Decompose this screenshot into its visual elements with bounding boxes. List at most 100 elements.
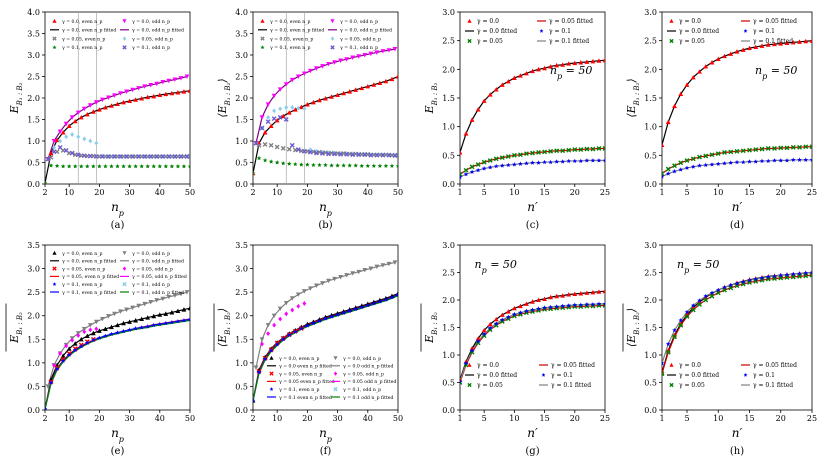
- y-tick-label: 3.5: [27, 241, 40, 250]
- data-point: [463, 131, 469, 136]
- x-tick-label: 20: [776, 414, 786, 423]
- data-point: [554, 159, 559, 164]
- data-point: [536, 66, 541, 72]
- data-point: [584, 303, 590, 309]
- annotation-sub: p: [762, 71, 767, 80]
- legend-label: γ = 0.0, odd n_p: [132, 251, 170, 257]
- annotation-value: = 50: [562, 64, 592, 77]
- data-point: [57, 129, 63, 134]
- data-point: [296, 105, 301, 111]
- data-point: [790, 39, 796, 45]
- data-point: [481, 333, 487, 339]
- data-point: [460, 379, 463, 384]
- legend-label: γ = 0.0, odd n_p fitted: [340, 28, 392, 34]
- plot-frame: [44, 244, 191, 411]
- data-point: [187, 305, 190, 311]
- data-point: [662, 371, 665, 377]
- data-point: [112, 93, 117, 98]
- y-tick-label: 1.5: [235, 116, 248, 125]
- x-tick-label: 20: [94, 188, 104, 197]
- data-point: [81, 153, 87, 159]
- data-point: [511, 75, 517, 80]
- data-point: [175, 318, 181, 324]
- y-tick-label: 4.0: [27, 8, 40, 17]
- data-point: [709, 162, 715, 167]
- data-point: [280, 145, 286, 151]
- data-point: [256, 155, 262, 161]
- data-point: [133, 326, 138, 331]
- data-point: [302, 106, 307, 112]
- data-point: [329, 314, 334, 319]
- data-point: [317, 318, 322, 323]
- data-point: [259, 115, 265, 120]
- data-point: [344, 151, 350, 157]
- data-point: [157, 92, 163, 98]
- legend-marker: [269, 387, 274, 391]
- legend-label: γ = 0.0, odd n_p: [343, 356, 381, 362]
- data-point: [323, 150, 328, 156]
- x-tick-label: 2: [42, 188, 47, 197]
- data-point: [703, 297, 709, 303]
- data-point: [395, 163, 398, 168]
- y-tick-label: 2.0: [442, 65, 455, 74]
- data-point: [259, 125, 265, 131]
- data-point: [678, 167, 684, 172]
- data-point: [584, 146, 590, 152]
- data-point: [109, 331, 114, 337]
- data-point: [389, 294, 395, 300]
- data-point: [662, 174, 665, 179]
- y-axis-label-text: ⟨EB₁ : B₂⟩: [625, 308, 641, 347]
- y-tick-label: 1.0: [442, 351, 455, 360]
- legend-marker: [52, 45, 57, 50]
- data-point: [797, 157, 802, 162]
- data-point: [365, 83, 371, 89]
- y-tick-label: 4.0: [235, 8, 248, 17]
- data-point: [136, 86, 142, 91]
- data-point: [772, 41, 777, 47]
- x-tick-label: 30: [124, 188, 134, 197]
- data-point: [747, 279, 752, 285]
- data-point: [60, 130, 66, 135]
- data-point: [341, 163, 346, 168]
- data-point: [307, 68, 313, 74]
- data-point: [178, 76, 184, 81]
- data-point: [178, 154, 184, 159]
- y-tick-label: 2.5: [644, 269, 657, 278]
- plot-area: [45, 290, 190, 410]
- x-tick-label: 20: [302, 188, 312, 197]
- data-point: [298, 104, 304, 110]
- data-point: [184, 74, 190, 79]
- data-point: [160, 80, 166, 85]
- data-point: [329, 94, 334, 99]
- y-axis-label: EB₁ : B₂: [423, 82, 439, 114]
- legend-label: γ = 0.05, even n_p: [270, 36, 313, 42]
- y-tick-label: 3.5: [27, 30, 40, 39]
- y-tick-label: 3.0: [235, 265, 248, 274]
- data-point: [715, 151, 721, 157]
- data-point: [99, 97, 105, 103]
- legend-label: γ = 0.1: [753, 372, 775, 379]
- data-point: [280, 113, 286, 119]
- x-tick-label: 25: [600, 188, 610, 197]
- data-point: [151, 93, 157, 99]
- data-point: [554, 62, 560, 68]
- x-tick-label: 20: [94, 414, 104, 423]
- legend-label: γ = 0.0, even n_p: [62, 19, 102, 25]
- data-point: [91, 163, 96, 169]
- data-point: [487, 327, 493, 333]
- data-point: [596, 289, 602, 294]
- x-tick-label: 15: [744, 414, 754, 423]
- legend-label: γ = 0.0, odd n_p fitted: [132, 259, 184, 265]
- data-point: [97, 163, 102, 169]
- data-point: [374, 50, 380, 55]
- data-point: [289, 77, 295, 83]
- data-point: [499, 319, 505, 324]
- legend: γ = 0.0, even n_p γ = 0.0, even n_p fitte…: [258, 19, 392, 51]
- data-point: [572, 158, 578, 164]
- data-point: [45, 156, 51, 162]
- data-point: [740, 47, 746, 52]
- data-point: [487, 325, 493, 330]
- data-point: [797, 39, 802, 44]
- data-point: [578, 291, 584, 296]
